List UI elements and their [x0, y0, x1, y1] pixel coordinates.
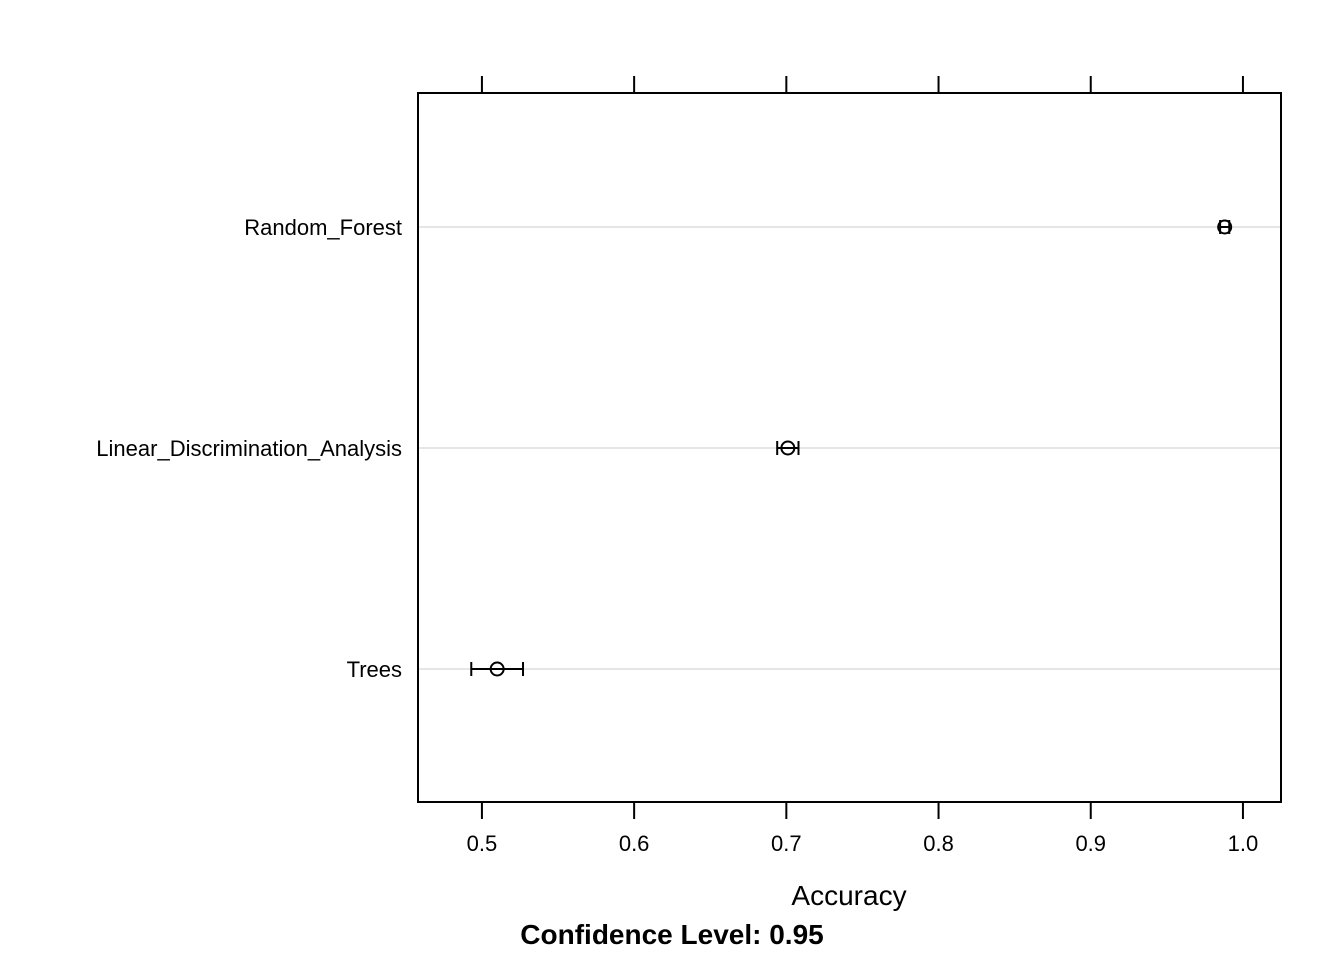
category-labels: Random_Forest Linear_Discrimination_Analy…	[96, 215, 402, 682]
confidence-level-caption: Confidence Level: 0.95	[520, 919, 823, 950]
point-Random_Forest	[1217, 219, 1233, 235]
x-tick-label-0.8: 0.8	[923, 831, 954, 856]
top-axis-ticks	[480, 76, 1244, 93]
x-tick-label-0.9: 0.9	[1075, 831, 1106, 856]
point-Linear_Discrimination_Analysis	[780, 440, 796, 456]
category-label-Linear_Discrimination_Analysis: Linear_Discrimination_Analysis	[96, 436, 402, 461]
x-tick-label-0.5: 0.5	[467, 831, 498, 856]
point-Trees	[489, 661, 505, 677]
point-estimates	[489, 219, 1233, 677]
bottom-axis-ticks	[480, 802, 1244, 819]
x-axis-title: Accuracy	[791, 880, 906, 911]
plot-frame	[417, 92, 1282, 803]
x-tick-label-0.6: 0.6	[619, 831, 650, 856]
x-tick-label-1.0: 1.0	[1228, 831, 1259, 856]
x-tick-label-0.7: 0.7	[771, 831, 802, 856]
category-label-Trees: Trees	[347, 657, 402, 682]
x-tick-labels: 0.5 0.6 0.7 0.8 0.9 1.0	[467, 831, 1259, 856]
category-label-Random_Forest: Random_Forest	[244, 215, 402, 240]
gridlines	[418, 226, 1281, 670]
